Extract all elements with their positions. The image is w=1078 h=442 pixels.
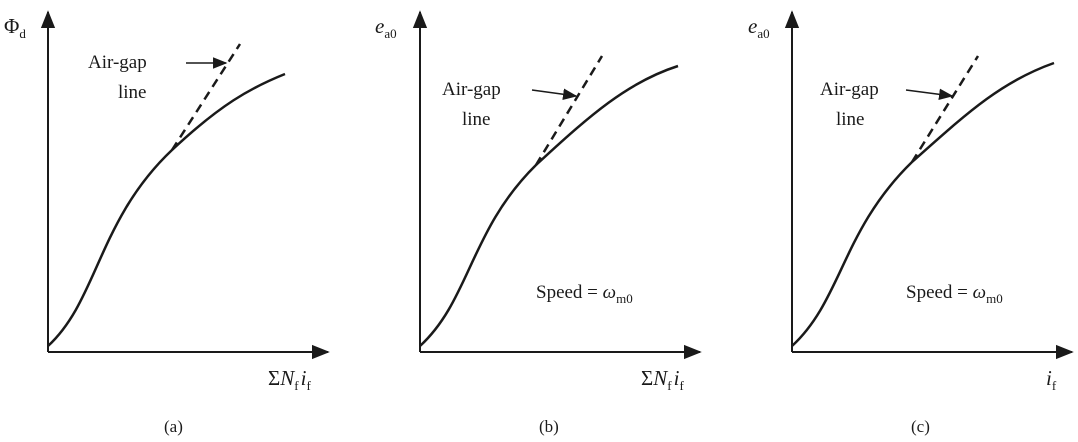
speed-label-b: Speed = ωm0 bbox=[536, 282, 633, 306]
y-axis-label-b: ea0 bbox=[375, 14, 397, 41]
annotation-line1-b: Air-gap bbox=[442, 79, 501, 100]
x-axis-label-c: if bbox=[1046, 366, 1057, 393]
annotation-line2-c: line bbox=[836, 109, 865, 130]
y-axis-label-a: Φd bbox=[4, 14, 26, 41]
annotation-line1-c: Air-gap bbox=[820, 79, 879, 100]
annotation-arrow-b bbox=[531, 88, 578, 100]
magnetization-curve-b bbox=[419, 64, 679, 347]
speed-label-c: Speed = ωm0 bbox=[906, 282, 1003, 306]
x-axis-label-a: ΣNfif bbox=[268, 366, 311, 393]
caption-c: (c) bbox=[911, 417, 930, 436]
panel-a: Air-gap line Φd ΣNfif (a) bbox=[4, 10, 330, 436]
air-gap-line-b bbox=[534, 55, 604, 166]
panel-c: Air-gap line ea0 Speed = ωm0 if (c) bbox=[748, 10, 1074, 436]
caption-a: (a) bbox=[164, 417, 183, 436]
caption-b: (b) bbox=[539, 417, 559, 436]
magnetization-curve-a bbox=[47, 72, 286, 347]
air-gap-line-c bbox=[910, 55, 980, 163]
air-gap-line-a bbox=[170, 43, 242, 151]
annotation-line2-a: line bbox=[118, 82, 147, 103]
annotation-line2-b: line bbox=[462, 109, 491, 130]
panel-b: Air-gap line ea0 Speed = ωm0 ΣNfif (b) bbox=[375, 10, 702, 436]
annotation-line1-a: Air-gap bbox=[88, 52, 147, 73]
y-axis-label-c: ea0 bbox=[748, 14, 770, 41]
magnetization-curve-c bbox=[791, 61, 1055, 347]
annotation-arrow-c bbox=[905, 88, 954, 101]
x-axis-label-b: ΣNfif bbox=[641, 366, 684, 393]
